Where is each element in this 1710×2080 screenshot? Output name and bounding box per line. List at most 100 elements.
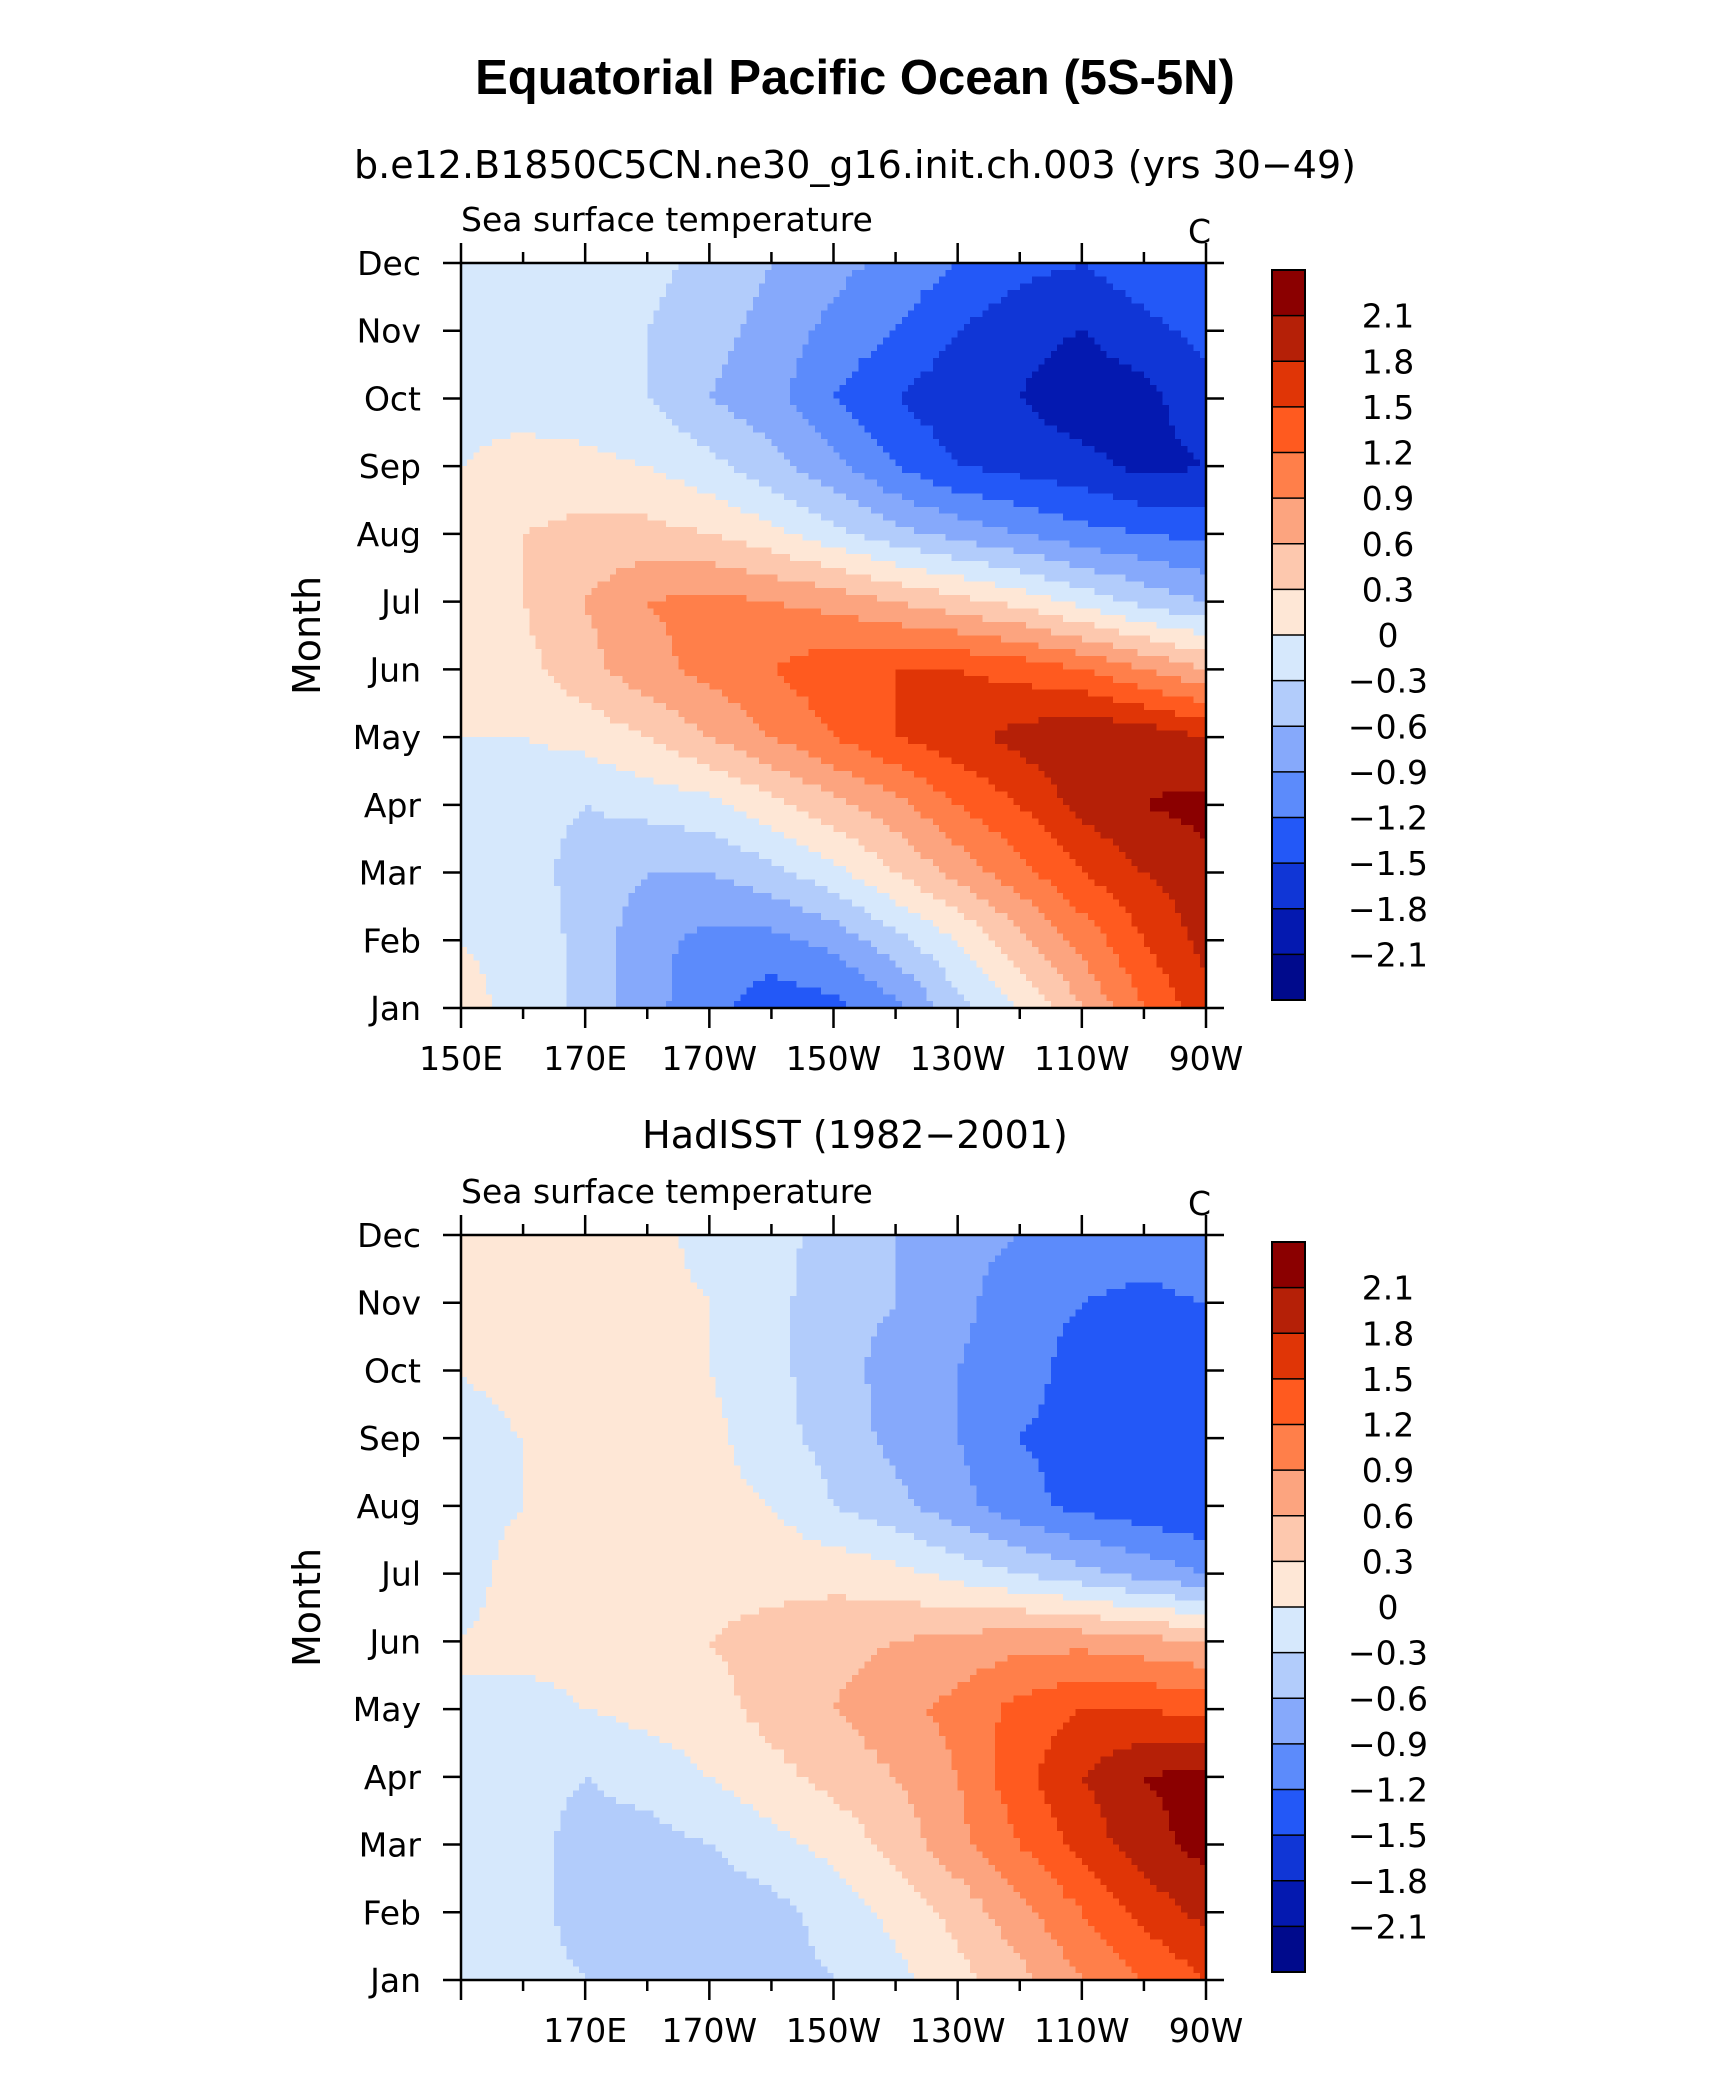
field-cell [517, 446, 524, 453]
field-cell [902, 344, 909, 351]
field-cell [560, 310, 567, 317]
field-cell [951, 514, 958, 521]
field-cell [964, 466, 971, 473]
field-cell [914, 514, 921, 521]
field-cell [629, 304, 636, 311]
field-cell [1020, 473, 1027, 480]
field-cell [877, 290, 884, 297]
field-cell [498, 405, 505, 412]
field-cell [896, 310, 903, 317]
field-cell [511, 459, 518, 466]
field-cell [778, 317, 785, 324]
field-cell [660, 324, 667, 331]
field-cell [728, 432, 735, 439]
field-cell [622, 270, 629, 277]
field-cell [976, 520, 983, 527]
field-cell [685, 277, 692, 284]
field-cell [834, 304, 841, 311]
field-cell [511, 338, 518, 345]
field-cell [1156, 351, 1163, 358]
field-cell [740, 378, 747, 385]
field-cell [728, 527, 735, 534]
field-cell [883, 419, 890, 426]
field-cell [709, 310, 716, 317]
field-cell [1169, 338, 1176, 345]
field-cell [827, 317, 834, 324]
field-cell [945, 365, 952, 372]
field-cell [498, 507, 505, 514]
field-cell [492, 351, 499, 358]
field-cell [834, 317, 841, 324]
field-cell [585, 514, 592, 521]
field-cell [585, 541, 592, 548]
field-cell [914, 466, 921, 473]
field-cell [1007, 520, 1014, 527]
field-cell [1001, 398, 1008, 405]
field-cell [473, 317, 480, 324]
field-cell [1187, 426, 1194, 433]
field-cell [1175, 480, 1182, 487]
field-cell [995, 338, 1002, 345]
field-cell [567, 480, 574, 487]
field-cell [995, 344, 1002, 351]
field-cell [983, 398, 990, 405]
field-cell [548, 277, 555, 284]
field-cell [1169, 432, 1176, 439]
field-cell [945, 527, 952, 534]
field-cell [951, 270, 958, 277]
field-cell [604, 283, 611, 290]
field-cell [1032, 514, 1039, 521]
field-cell [1119, 331, 1126, 338]
field-cell [691, 500, 698, 507]
field-cell [933, 480, 940, 487]
field-cell [1163, 371, 1170, 378]
field-cell [815, 446, 822, 453]
field-cell [821, 534, 828, 541]
field-cell [759, 459, 766, 466]
field-cell [1169, 304, 1176, 311]
field-cell [914, 426, 921, 433]
field-cell [1001, 500, 1008, 507]
field-cell [697, 277, 704, 284]
field-cell [523, 385, 530, 392]
field-cell [610, 297, 617, 304]
field-cell [740, 297, 747, 304]
field-cell [1076, 304, 1083, 311]
field-cell [809, 534, 816, 541]
field-cell [1194, 426, 1201, 433]
field-cell [927, 277, 934, 284]
field-cell [920, 324, 927, 331]
field-cell [759, 419, 766, 426]
field-cell [573, 378, 580, 385]
field-cell [523, 419, 530, 426]
field-cell [1045, 317, 1052, 324]
field-cell [740, 439, 747, 446]
field-cell [1156, 426, 1163, 433]
field-cell [821, 514, 828, 521]
field-cell [1020, 378, 1027, 385]
field-cell [1076, 310, 1083, 317]
field-cell [1125, 534, 1132, 541]
field-cell [889, 344, 896, 351]
field-cell [604, 270, 611, 277]
field-cell [579, 453, 586, 460]
field-cell [989, 426, 996, 433]
field-cell [1163, 331, 1170, 338]
field-cell [970, 507, 977, 514]
field-cell [747, 297, 754, 304]
field-cell [927, 365, 934, 372]
field-cell [951, 459, 958, 466]
field-cell [498, 398, 505, 405]
field-cell [1014, 487, 1021, 494]
field-cell [641, 398, 648, 405]
field-cell [616, 466, 623, 473]
field-cell [914, 392, 921, 399]
field-cell [1163, 365, 1170, 372]
field-cell [1125, 304, 1132, 311]
field-cell [1175, 446, 1182, 453]
field-cell [989, 304, 996, 311]
field-cell [1132, 310, 1139, 317]
field-cell [920, 426, 927, 433]
field-cell [467, 338, 474, 345]
field-cell [728, 520, 735, 527]
